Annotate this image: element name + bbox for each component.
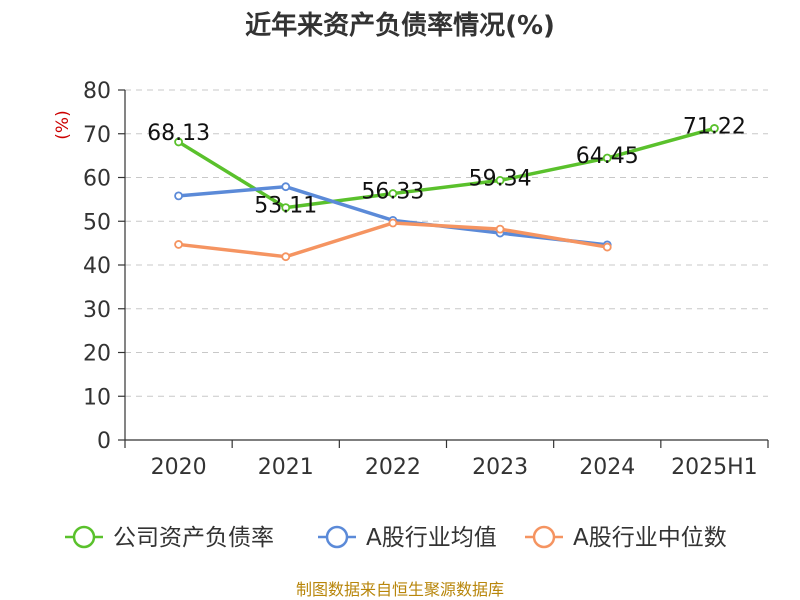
y-tick-label: 30	[83, 298, 111, 323]
series-line-0	[177, 126, 715, 210]
source-note: 制图数据来自恒生聚源数据库	[296, 580, 504, 599]
legend-label: A股行业均值	[366, 525, 497, 551]
data-point-2-1	[281, 252, 291, 262]
legend-label: A股行业中位数	[573, 525, 727, 551]
data-point-0-5	[710, 124, 719, 133]
legend-marker	[532, 525, 556, 549]
data-point-0-2	[388, 189, 398, 198]
x-tick-label: 2022	[365, 455, 421, 480]
x-tick-label: 2023	[472, 455, 528, 480]
series-lines	[174, 124, 719, 262]
data-point-2-3	[495, 224, 505, 234]
y-axis-unit-label: (%)	[53, 110, 73, 139]
y-tick-label: 80	[83, 79, 111, 104]
chart-title: 近年来资产负债率情况(%)	[245, 10, 555, 41]
data-label: 56.33	[361, 180, 424, 205]
data-point-0-3	[495, 175, 505, 185]
y-tick-label: 50	[83, 210, 111, 235]
legend: 公司资产负债率 A股行业均值 A股行业中位数	[65, 525, 727, 551]
data-label: 64.45	[576, 144, 639, 169]
data-point-0-0	[174, 137, 183, 147]
x-tick-label: 2025H1	[671, 455, 758, 480]
data-point-1-1	[281, 182, 291, 192]
data-point-0-1	[281, 203, 291, 213]
series-line-2	[178, 221, 608, 259]
data-label: 53.11	[254, 194, 317, 219]
x-tick-label: 2024	[579, 455, 635, 480]
y-tick-label: 0	[97, 429, 111, 454]
data-label: 71.22	[683, 114, 746, 139]
legend-label: 公司资产负债率	[113, 525, 274, 551]
data-labels: 68.13 53.11 56.33 59.34 64.45 71.22	[147, 114, 746, 218]
data-label: 68.13	[147, 121, 210, 146]
y-tick-label: 20	[83, 342, 111, 367]
x-tick-label: 2021	[258, 455, 314, 480]
data-point-2-4	[602, 242, 612, 252]
legend-marker	[325, 525, 349, 549]
y-tick-label: 60	[83, 167, 111, 192]
axes: 0 10 20 30 40 50 60 70 80 2020 2021 2022 2023 2024 202…	[83, 79, 769, 480]
data-point-1-0	[174, 191, 183, 201]
legend-marker	[72, 525, 96, 549]
x-tick-label: 2020	[151, 455, 207, 480]
y-tick-label: 40	[83, 254, 111, 279]
data-point-2-2	[388, 218, 398, 228]
data-point-0-4	[602, 153, 612, 163]
grid-lines	[125, 89, 768, 397]
y-tick-label: 10	[83, 385, 111, 410]
data-point-2-0	[174, 240, 183, 249]
y-tick-label: 70	[83, 123, 111, 148]
data-label: 59.34	[469, 166, 532, 191]
